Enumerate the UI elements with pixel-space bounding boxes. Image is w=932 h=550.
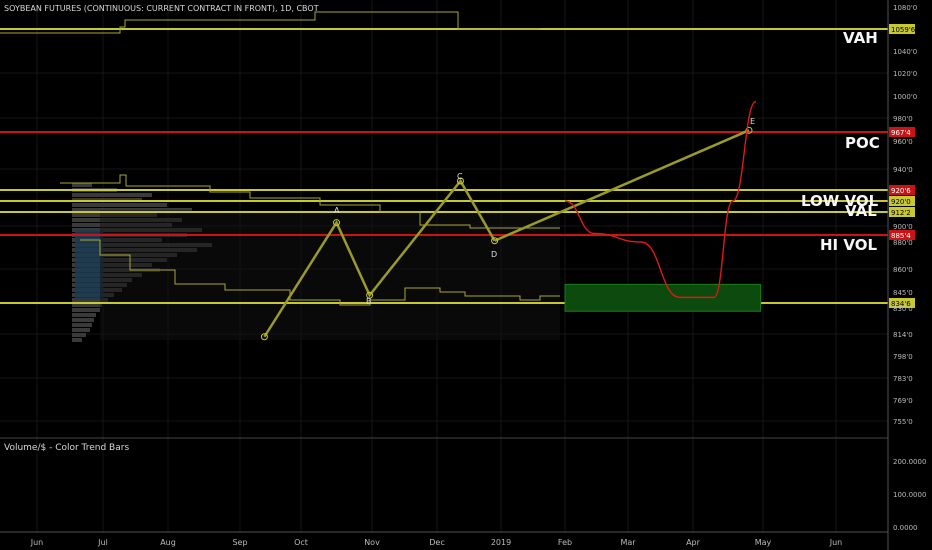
profile-outline — [0, 11, 560, 306]
price-tick: 783'0 — [893, 375, 913, 383]
pattern-point — [260, 333, 268, 341]
forecast-path — [564, 100, 757, 299]
volume-title: Volume/$ - Color Trend Bars — [4, 443, 130, 453]
time-tick: May — [755, 538, 772, 547]
price-tag: 912'2 — [891, 209, 911, 217]
price-tag: 967'4 — [891, 129, 911, 137]
time-tick: Sep — [232, 538, 247, 547]
profile-background — [100, 210, 560, 340]
chart-title: SOYBEAN FUTURES (CONTINUOUS: CURRENT CON… — [4, 4, 319, 13]
time-tick: Jun — [829, 538, 843, 547]
price-axis: 1080'0 1059'6 1040'0 1020'0 1000'0 980'0 967'4… — [887, 0, 932, 550]
price-tag-bg — [889, 127, 915, 137]
price-tick: 980'0 — [893, 115, 913, 123]
volume-tick: 100.0000 — [893, 491, 926, 499]
volume-tick: 0.0000 — [893, 524, 918, 532]
axis-bg — [888, 0, 932, 550]
price-tick: 960'0 — [893, 138, 913, 146]
val-label: VAL — [845, 202, 877, 220]
price-tick: 1020'0 — [893, 70, 917, 78]
price-tag: 1059'6 — [891, 26, 916, 34]
point-d-label: D — [491, 250, 497, 259]
price-tag: 885'4 — [891, 232, 911, 240]
pattern-abcd — [263, 178, 496, 338]
time-tick: Jul — [97, 538, 108, 547]
time-tick: Aug — [160, 538, 176, 547]
price-tag-bg — [889, 298, 915, 308]
time-axis: Jun Jul Aug Sep Oct Nov Dec 2019 Feb Mar Apr May Jun — [0, 531, 888, 547]
price-tick: 769'0 — [893, 397, 913, 405]
price-tick: 755'0 — [893, 418, 913, 426]
price-tag: 834'6 — [891, 300, 911, 308]
profile-row — [72, 328, 90, 332]
point-e-label: E — [750, 117, 755, 126]
pattern-point — [491, 237, 499, 245]
profile-row — [72, 183, 92, 187]
price-tag-bg — [889, 185, 915, 195]
volume-tick: 200.0000 — [893, 458, 926, 466]
low-vol-label: LOW VOL — [801, 192, 879, 210]
price-tag-bg — [889, 196, 915, 206]
price-tick: 1000'0 — [893, 93, 917, 101]
price-tick: 845'0 — [893, 289, 913, 297]
price-tick: 900'0 — [893, 223, 913, 231]
time-tick: Jun — [30, 538, 44, 547]
pattern-de — [494, 129, 750, 242]
price-tag: 920'6 — [891, 187, 911, 195]
point-c-label: C — [457, 172, 463, 181]
poc-label: POC — [845, 134, 880, 152]
time-tick: Feb — [558, 538, 572, 547]
vah-label: VAH — [843, 29, 878, 47]
time-tick: Apr — [686, 538, 701, 547]
profile-row — [72, 203, 167, 207]
price-tick: 830'0 — [893, 305, 913, 313]
hi-vol-label: HI VOL — [820, 236, 878, 254]
abcd-pattern — [260, 126, 753, 341]
price-tick: 940'0 — [893, 166, 913, 174]
pattern-point — [745, 126, 753, 134]
profile-row — [72, 303, 102, 307]
price-tick: 860'0 — [893, 266, 913, 274]
profile-row — [72, 333, 86, 337]
point-a-label: A — [334, 206, 340, 215]
price-tick: 1080'0 — [893, 4, 917, 12]
price-tag: 920'0 — [891, 198, 911, 206]
time-tick: 2019 — [491, 538, 511, 547]
price-tick: 798'0 — [893, 353, 913, 361]
pattern-point — [333, 219, 340, 227]
time-tick: Nov — [364, 538, 380, 547]
price-tick: 814'0 — [893, 331, 913, 339]
price-tick: 880'0 — [893, 239, 913, 247]
time-tick: Dec — [429, 538, 444, 547]
time-tick: Mar — [620, 538, 636, 547]
pattern-point — [366, 291, 374, 299]
outline-top — [0, 11, 540, 34]
outline-mid — [60, 174, 560, 229]
pattern-point — [456, 177, 464, 185]
profile-row — [72, 193, 152, 197]
price-tag-bg — [889, 207, 915, 217]
target-zone — [564, 283, 762, 312]
price-tag-bg — [889, 24, 915, 34]
outline-low — [80, 239, 560, 306]
time-tick: Oct — [294, 538, 308, 547]
profile-row — [72, 308, 100, 312]
profile-row — [72, 338, 82, 342]
profile-row — [72, 323, 92, 327]
price-tick: 1040'0 — [893, 48, 917, 56]
price-tag-bg — [889, 230, 915, 240]
point-b-label: B — [366, 297, 372, 306]
grid — [0, 0, 888, 532]
value-area-block — [75, 230, 103, 300]
profile-row — [72, 318, 94, 322]
profile-row — [72, 313, 96, 317]
